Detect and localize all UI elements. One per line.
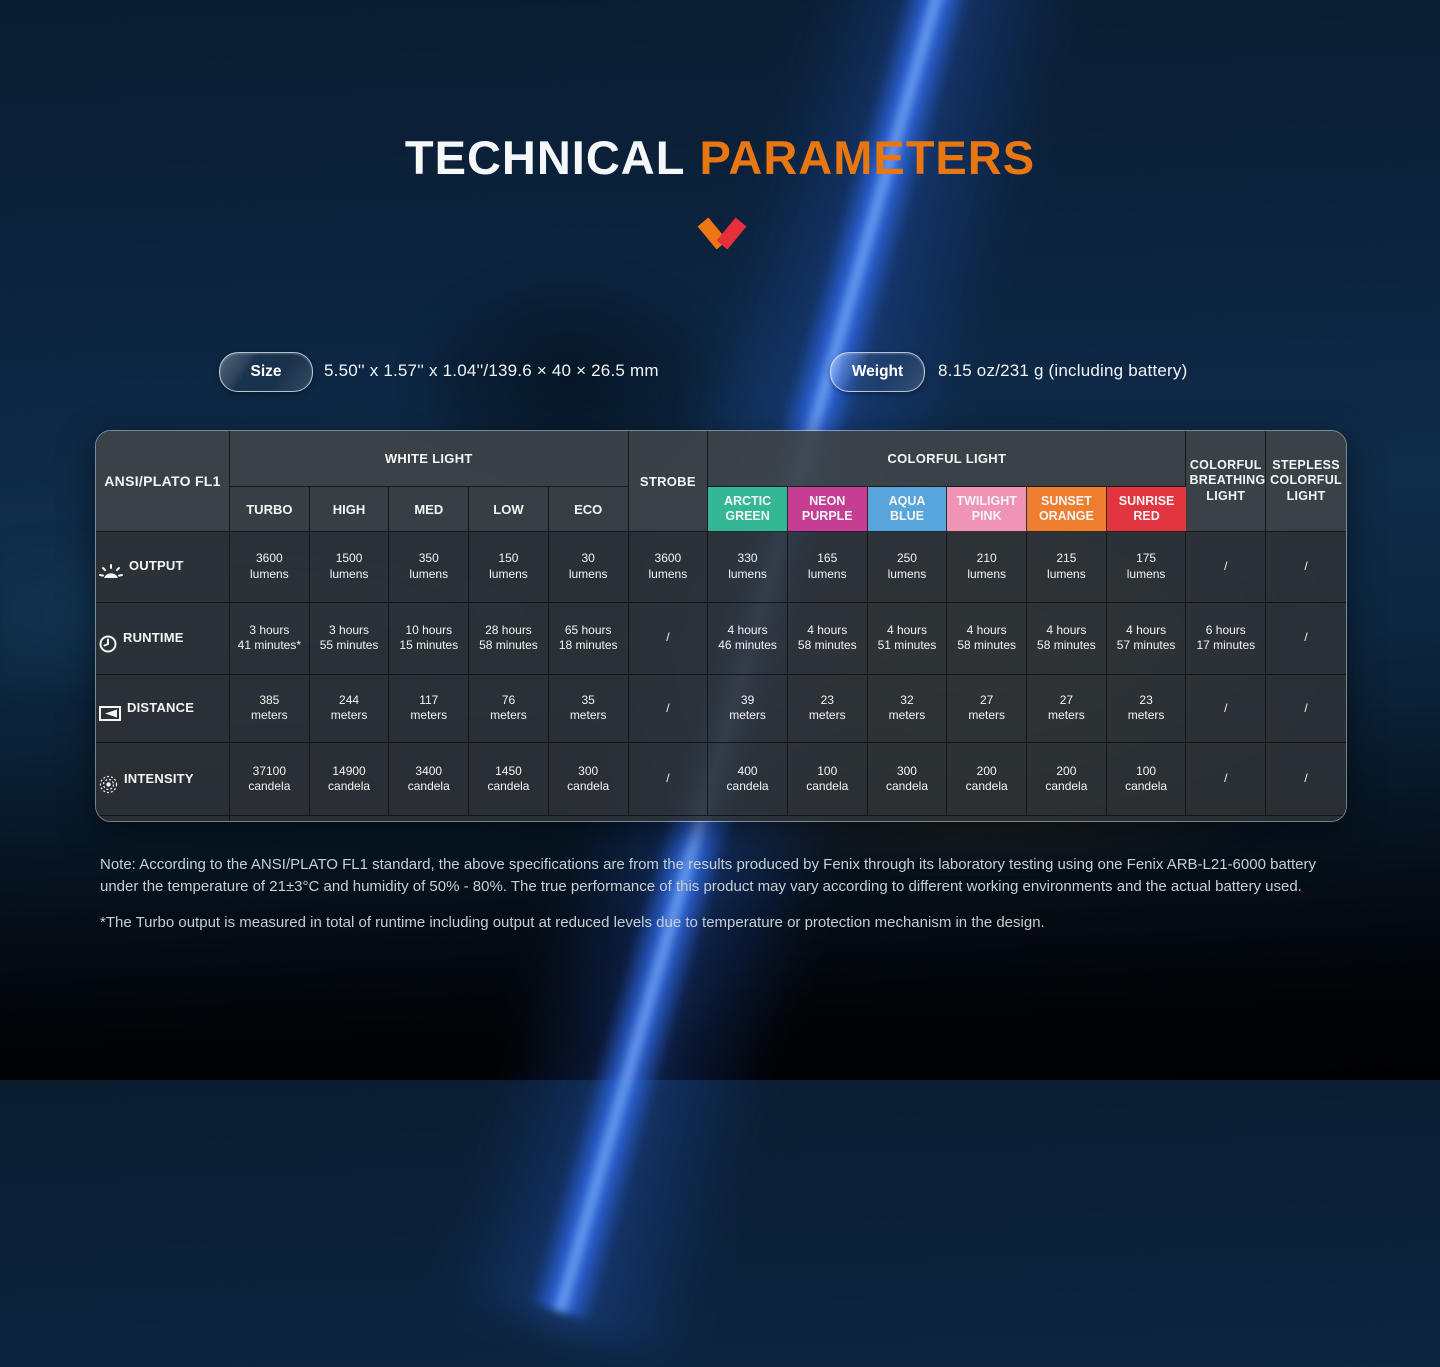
corner-header: ANSI/PLATO FL1 <box>96 431 230 532</box>
table-cell: 200 candela <box>947 743 1028 816</box>
chevron-down-icon <box>694 214 750 267</box>
table-cell: 250 lumens <box>867 532 948 603</box>
runtime-clock-icon <box>99 620 117 657</box>
table-cell: 300 candela <box>548 743 629 816</box>
table-cell: 117 meters <box>389 674 470 744</box>
row-label-intensity: INTENSITY <box>96 743 230 816</box>
table-cell: 6 hours 17 minutes <box>1186 602 1267 675</box>
table-cell: 23 meters <box>787 674 868 744</box>
table-cell: 3600 lumens <box>230 532 310 603</box>
table-cell: 244 meters <box>309 674 390 744</box>
table-cell: 4 hours 57 minutes <box>1106 602 1187 675</box>
col-header-aqua-blue: AQUA BLUE <box>867 487 948 532</box>
table-cell: 100 candela <box>1106 743 1187 816</box>
table-cell: / <box>628 743 709 816</box>
page-title-white: TECHNICAL <box>404 131 686 184</box>
col-header-sunset-orange: SUNSET ORANGE <box>1027 487 1107 532</box>
table-cell: / <box>628 602 709 675</box>
group-header-stepless-colorful-light: STEPLESS COLORFUL LIGHT <box>1266 431 1346 532</box>
table-cell: 37100 candela <box>230 743 310 816</box>
col-header-neon-purple: NEON PURPLE <box>787 487 868 532</box>
group-header-colorful-breathing-light: COLORFUL BREATHING LIGHT <box>1186 431 1267 532</box>
table-cell: 100 candela <box>787 743 868 816</box>
col-header-twilight-pink: TWILIGHT PINK <box>947 487 1028 532</box>
table-cell: 39 meters <box>708 674 788 744</box>
footnote-standard: Note: According to the ANSI/PLATO FL1 st… <box>100 856 1316 895</box>
table-cell: 3400 candela <box>389 743 470 816</box>
table-cell: 300 candela <box>867 743 948 816</box>
spec-table: ANSI/PLATO FL1 WHITE LIGHT STROBE COLORF… <box>95 430 1347 822</box>
table-cell: 1450 candela <box>469 743 549 816</box>
table-cell: / <box>1186 674 1267 744</box>
weight-badge: Weight <box>830 352 925 392</box>
col-header-turbo: TURBO <box>230 487 310 532</box>
table-cell: 30 lumens <box>548 532 629 603</box>
table-cell: 27 meters <box>1027 674 1107 744</box>
page-title: TECHNICAL PARAMETERS <box>0 132 1440 184</box>
col-header-arctic-green: ARCTIC GREEN <box>708 487 788 532</box>
row-label-output: OUTPUT <box>96 532 230 603</box>
size-badge: Size <box>219 352 313 392</box>
table-cell: / <box>1186 743 1267 816</box>
table-cell: 3 hours 41 minutes* <box>230 602 310 675</box>
table-cell: 4 hours 58 minutes <box>947 602 1028 675</box>
table-cell: 28 hours 58 minutes <box>469 602 549 675</box>
table-cell: 4 hours 58 minutes <box>1027 602 1107 675</box>
footnotes: Note: According to the ANSI/PLATO FL1 st… <box>100 854 1342 947</box>
intensity-target-icon <box>99 760 118 798</box>
table-cell: 3600 lumens <box>628 532 709 603</box>
table-cell: / <box>1266 602 1346 675</box>
table-cell: 35 meters <box>548 674 629 744</box>
row-label-distance: DISTANCE <box>96 674 230 744</box>
col-header-high: HIGH <box>309 487 390 532</box>
table-cell: 1500 lumens <box>309 532 390 603</box>
col-header-sunrise-red: SUNRISE RED <box>1106 487 1187 532</box>
weight-value: 8.15 oz/231 g (including battery) <box>938 361 1188 380</box>
table-cell: 150 lumens <box>469 532 549 603</box>
table-cell: 4 hours 58 minutes <box>787 602 868 675</box>
size-value: 5.50'' x 1.57'' x 1.04''/139.6 × 40 × 26… <box>324 361 659 380</box>
table-cell: 23 meters <box>1106 674 1187 744</box>
col-header-low: LOW <box>469 487 549 532</box>
size-badge-label: Size <box>250 363 282 380</box>
footnote-turbo: *The Turbo output is measured in total o… <box>100 913 1045 931</box>
table-cell: 400 candela <box>708 743 788 816</box>
table-cell: 200 candela <box>1027 743 1107 816</box>
table-cell: 3 hours 55 minutes <box>309 602 390 675</box>
group-header-strobe: STROBE <box>628 431 709 532</box>
table-cell: 4 hours 46 minutes <box>708 602 788 675</box>
table-cell-impact-value: 1 meter <box>230 816 1346 821</box>
table-cell: 32 meters <box>867 674 948 744</box>
row-label-runtime: RUNTIME <box>96 602 230 675</box>
table-cell: 385 meters <box>230 674 310 744</box>
table-cell: 210 lumens <box>947 532 1028 603</box>
table-cell: 27 meters <box>947 674 1028 744</box>
table-cell: / <box>1266 674 1346 744</box>
row-label-impact-resistance: IMPACT RESISTANCE <box>96 816 230 821</box>
table-cell: / <box>1186 532 1267 603</box>
output-sun-icon <box>99 549 123 585</box>
table-cell: 175 lumens <box>1106 532 1187 603</box>
table-cell: 350 lumens <box>389 532 470 603</box>
table-cell: 14900 candela <box>309 743 390 816</box>
distance-flag-icon <box>99 691 121 725</box>
table-cell: 330 lumens <box>708 532 788 603</box>
group-header-white-light: WHITE LIGHT <box>230 431 629 487</box>
weight-badge-label: Weight <box>851 363 904 380</box>
col-header-med: MED <box>389 487 470 532</box>
col-header-eco: ECO <box>548 487 629 532</box>
group-header-colorful-light: COLORFUL LIGHT <box>708 431 1187 487</box>
page-title-orange: PARAMETERS <box>699 131 1036 184</box>
table-cell: 165 lumens <box>787 532 868 603</box>
table-cell: 4 hours 51 minutes <box>867 602 948 675</box>
table-cell: 10 hours 15 minutes <box>389 602 470 675</box>
table-cell: / <box>1266 532 1346 603</box>
table-cell: 65 hours 18 minutes <box>548 602 629 675</box>
table-cell: / <box>1266 743 1346 816</box>
table-cell: 76 meters <box>469 674 549 744</box>
table-cell: 215 lumens <box>1027 532 1107 603</box>
table-cell: / <box>628 674 709 744</box>
